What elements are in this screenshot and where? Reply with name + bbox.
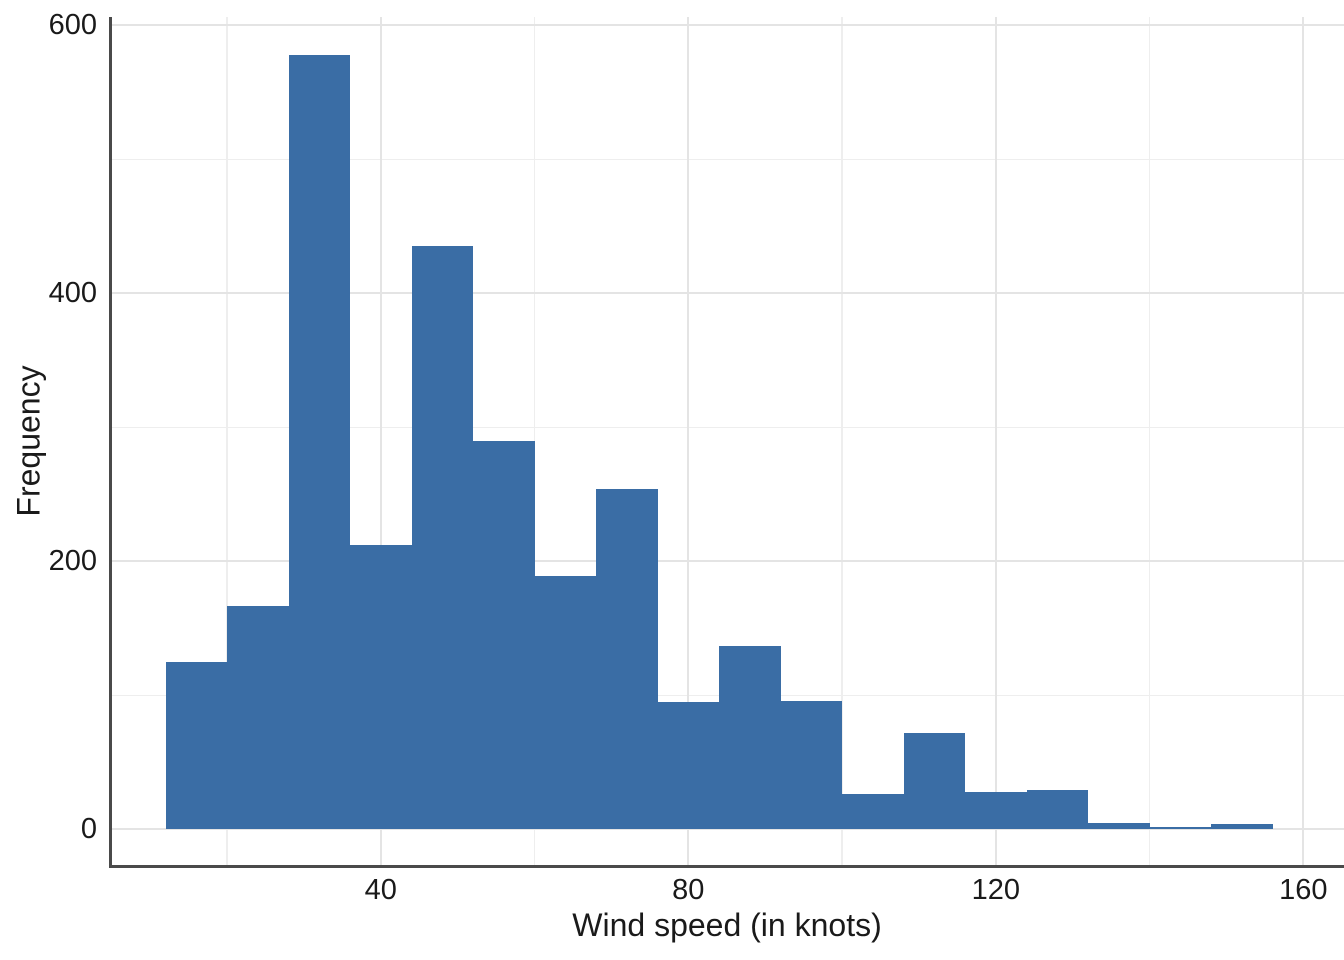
x-tick-label: 80	[672, 874, 705, 906]
gridline-x-minor	[1148, 17, 1151, 865]
histogram-bar	[1088, 822, 1150, 830]
x-tick-label: 40	[364, 874, 397, 906]
y-tick-label: 600	[48, 8, 97, 41]
histogram-bar	[1026, 790, 1089, 830]
gridline-x-major	[994, 17, 997, 865]
histogram-bar	[227, 605, 289, 830]
histogram-bar	[411, 246, 474, 830]
gridline-x-major	[1302, 17, 1305, 865]
gridline-x-minor	[841, 17, 843, 865]
gridline-x-major	[379, 17, 382, 865]
histogram-bar	[657, 702, 720, 830]
histogram-bar	[903, 732, 966, 830]
histogram-bar	[288, 54, 351, 830]
gridline-x-minor	[226, 17, 228, 865]
gridline-y-minor	[111, 158, 1344, 161]
gridline-y-major	[111, 828, 1344, 831]
histogram-bar	[780, 700, 843, 830]
x-tick-label: 160	[1279, 874, 1328, 906]
gridline-y-major	[111, 24, 1344, 27]
x-tick-label: 120	[971, 874, 1020, 906]
y-axis-line	[108, 17, 112, 868]
histogram-bar	[596, 488, 658, 830]
histogram-bar	[842, 794, 904, 830]
x-axis-line	[108, 865, 1344, 868]
histogram-bar	[1149, 826, 1212, 830]
gridline-y-major	[111, 292, 1344, 295]
gridline-x-major	[687, 17, 690, 865]
x-axis-title: Wind speed (in knots)	[572, 907, 882, 943]
y-tick-label: 0	[80, 812, 97, 845]
y-axis-title: Frequency	[10, 365, 47, 517]
gridline-x-minor	[533, 17, 536, 865]
histogram-bar	[534, 576, 597, 830]
histogram-bar	[350, 545, 412, 830]
histogram-bar	[473, 440, 535, 830]
y-tick-label: 200	[48, 544, 97, 577]
histogram-bar	[1211, 823, 1273, 830]
histogram-bar	[965, 791, 1027, 830]
histogram-bar	[719, 645, 781, 830]
gridline-y-major	[111, 560, 1344, 563]
histogram-bar	[165, 661, 228, 830]
gridline-y-minor	[111, 426, 1344, 429]
y-tick-label: 400	[48, 276, 97, 309]
